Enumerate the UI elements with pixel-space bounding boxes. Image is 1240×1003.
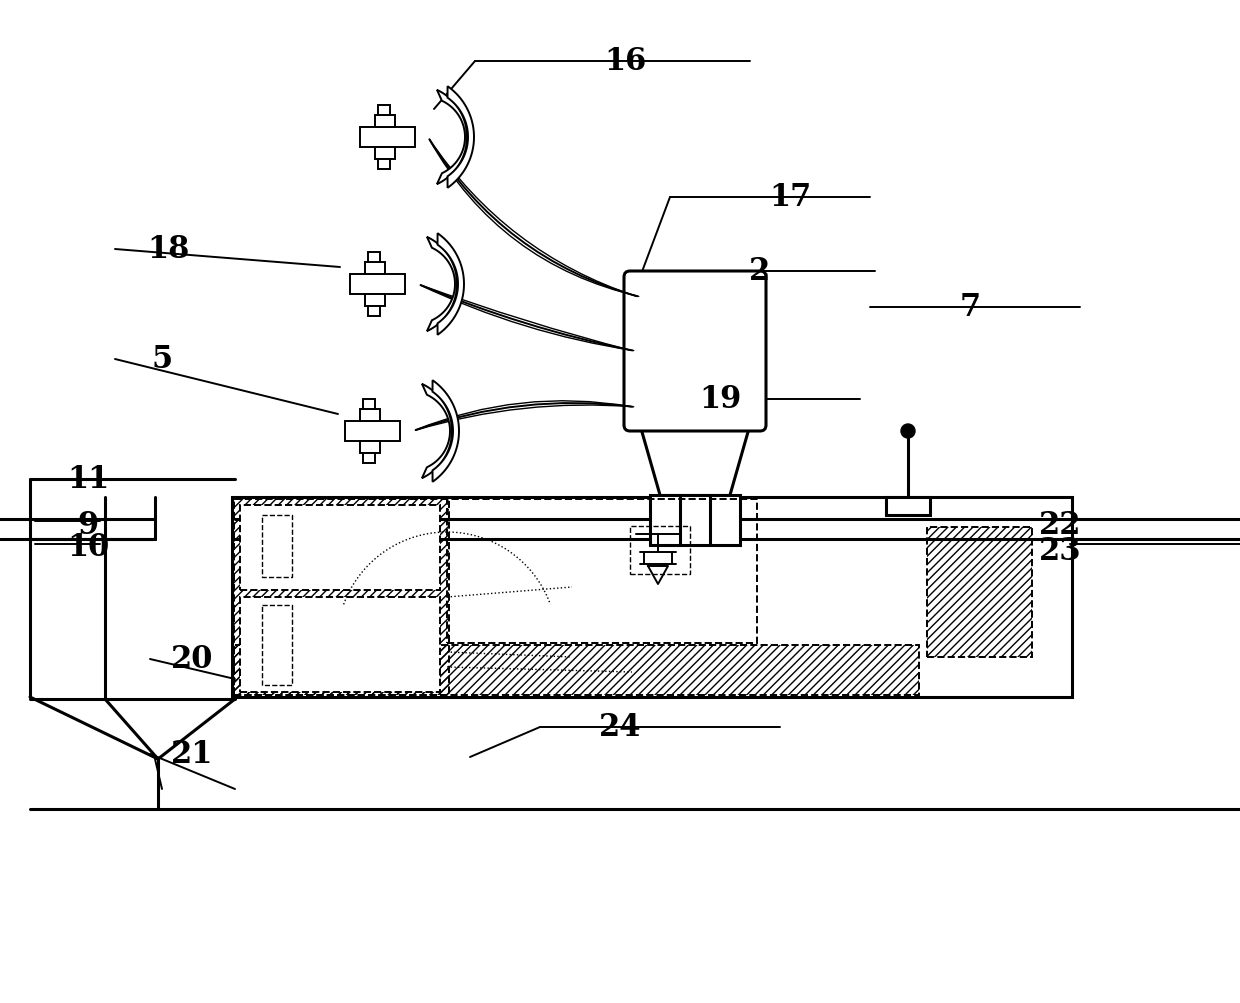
Text: 7: 7 bbox=[960, 292, 981, 323]
Bar bbox=[241, 598, 440, 692]
Text: 10: 10 bbox=[67, 532, 109, 563]
Bar bbox=[363, 399, 374, 409]
Bar bbox=[446, 499, 756, 643]
Polygon shape bbox=[436, 91, 467, 185]
Polygon shape bbox=[448, 87, 474, 189]
Text: 11: 11 bbox=[67, 464, 109, 495]
Text: 24: 24 bbox=[599, 712, 641, 743]
Polygon shape bbox=[422, 384, 453, 478]
Bar bbox=[368, 253, 379, 263]
Text: 16: 16 bbox=[604, 46, 646, 77]
Text: 19: 19 bbox=[699, 384, 742, 415]
Bar bbox=[378, 159, 391, 170]
Polygon shape bbox=[427, 238, 458, 332]
Polygon shape bbox=[438, 234, 464, 335]
Bar bbox=[350, 275, 405, 295]
Bar bbox=[374, 116, 396, 127]
Bar bbox=[234, 645, 919, 695]
FancyBboxPatch shape bbox=[624, 272, 766, 431]
Text: 9: 9 bbox=[77, 509, 98, 540]
Bar bbox=[374, 147, 396, 159]
Bar bbox=[363, 453, 374, 463]
Text: 20: 20 bbox=[171, 644, 213, 675]
Bar bbox=[232, 497, 1073, 697]
Bar bbox=[360, 409, 379, 421]
Text: 17: 17 bbox=[769, 183, 811, 214]
Text: 21: 21 bbox=[171, 739, 213, 769]
Text: 18: 18 bbox=[146, 235, 190, 265]
Text: 23: 23 bbox=[1039, 536, 1081, 567]
Bar bbox=[365, 295, 384, 307]
Bar bbox=[365, 263, 384, 275]
Bar bbox=[241, 506, 440, 591]
Text: 5: 5 bbox=[151, 344, 172, 375]
Text: 22: 22 bbox=[1039, 509, 1081, 540]
Polygon shape bbox=[433, 381, 459, 482]
Bar bbox=[234, 499, 449, 695]
Text: 2: 2 bbox=[749, 256, 770, 287]
Bar bbox=[650, 495, 740, 546]
Bar bbox=[887, 497, 930, 516]
Bar bbox=[360, 441, 379, 453]
Bar bbox=[360, 127, 415, 147]
Bar bbox=[345, 421, 401, 441]
Bar bbox=[378, 106, 391, 116]
Bar bbox=[368, 307, 379, 317]
Bar bbox=[630, 527, 689, 575]
Bar bbox=[928, 528, 1032, 657]
Circle shape bbox=[901, 424, 915, 438]
